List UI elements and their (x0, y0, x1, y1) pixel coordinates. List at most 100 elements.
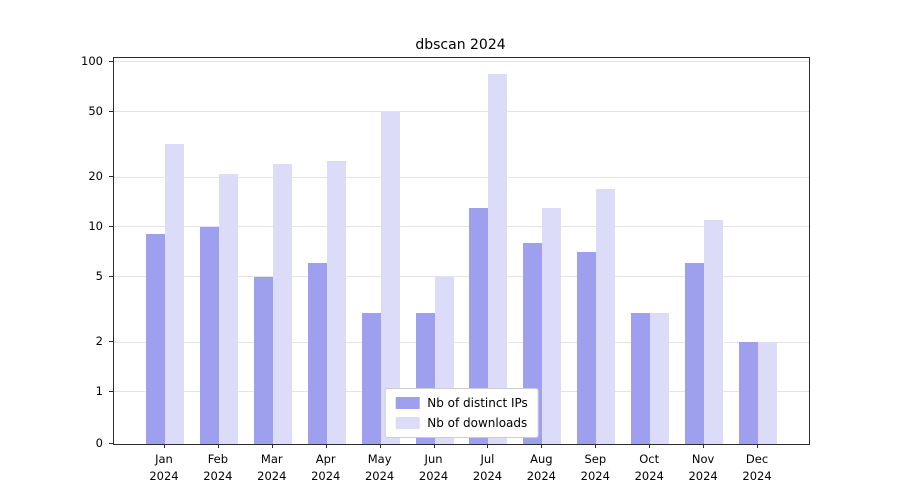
bar-distinct-ips-jan (145, 234, 165, 444)
gridline-y-50 (114, 111, 809, 113)
y-tick-mark-1 (109, 390, 113, 392)
x-tick-label-apr: Apr 2024 (291, 451, 361, 486)
x-tick-mark-jul (487, 444, 489, 448)
x-tick-month-jul: Jul (480, 452, 495, 466)
x-tick-year-dec: 2024 (742, 469, 772, 484)
x-tick-month-apr: Apr (315, 452, 336, 466)
x-tick-year-jul: 2024 (472, 469, 503, 484)
x-tick-month-jan: Jan (155, 452, 173, 466)
legend-label-downloads: Nb of downloads (427, 416, 528, 430)
bar-distinct-ips-sep (577, 252, 597, 444)
x-tick-label-oct: Oct 2024 (614, 451, 684, 486)
bar-downloads-jul (488, 74, 508, 444)
x-tick-label-jan: Jan 2024 (129, 451, 199, 486)
x-tick-mark-oct (649, 444, 651, 448)
x-tick-mark-may (379, 444, 381, 448)
y-tick-label-2: 2 (95, 334, 103, 349)
x-tick-year-nov: 2024 (688, 469, 718, 484)
x-tick-year-jun: 2024 (418, 469, 449, 484)
x-tick-mark-nov (703, 444, 705, 448)
y-tick-label-0: 0 (95, 436, 103, 450)
gridline-y-20 (114, 176, 809, 178)
legend: Nb of distinct IPs Nb of downloads (384, 388, 539, 438)
x-tick-label-feb: Feb 2024 (183, 451, 253, 486)
x-tick-mark-feb (217, 444, 219, 448)
gridline-y-100 (114, 61, 809, 63)
x-tick-year-oct: 2024 (634, 469, 664, 484)
bar-downloads-dec (758, 342, 778, 444)
x-tick-month-mar: Mar (260, 452, 283, 466)
x-tick-month-oct: Oct (639, 452, 660, 466)
y-tick-mark-10 (109, 225, 113, 227)
gridline-y-2 (114, 341, 809, 343)
bar-distinct-ips-jul (469, 208, 489, 444)
y-tick-mark-20 (109, 176, 113, 178)
x-tick-mark-sep (595, 444, 597, 448)
x-tick-month-feb: Feb (207, 452, 229, 466)
x-tick-month-jun: Jun (424, 452, 443, 466)
y-tick-mark-0 (109, 443, 113, 444)
gridline-y-10 (114, 226, 809, 228)
x-tick-label-jul: Jul 2024 (452, 451, 522, 486)
chart-title: dbscan 2024 (415, 37, 506, 53)
x-tick-mark-mar (271, 444, 273, 448)
bar-downloads-oct (650, 313, 670, 444)
bar-downloads-feb (218, 173, 238, 444)
y-tick-label-1: 1 (95, 383, 103, 398)
x-tick-year-aug: 2024 (526, 469, 557, 484)
x-tick-month-nov: Nov (691, 452, 715, 466)
gridline-y-5 (114, 276, 809, 278)
x-tick-mark-apr (325, 444, 327, 448)
legend-label-distinct-ips: Nb of distinct IPs (427, 396, 528, 410)
x-tick-label-jun: Jun 2024 (399, 451, 469, 486)
x-tick-year-sep: 2024 (580, 469, 610, 484)
bar-downloads-aug (542, 208, 562, 444)
y-tick-mark-100 (109, 60, 113, 62)
plot-area: Nb of distinct IPs Nb of downloads (113, 57, 810, 445)
y-tick-label-100: 100 (81, 53, 103, 68)
legend-item-distinct-ips: Nb of distinct IPs (395, 396, 528, 410)
x-tick-year-apr: 2024 (311, 469, 341, 484)
bar-distinct-ips-mar (253, 276, 273, 444)
bar-downloads-apr (326, 161, 346, 444)
x-tick-mark-jun (433, 444, 435, 448)
x-tick-label-mar: Mar 2024 (237, 451, 307, 486)
x-tick-label-sep: Sep 2024 (560, 451, 630, 486)
x-tick-mark-dec (757, 444, 759, 448)
bar-downloads-may (380, 111, 400, 444)
x-tick-label-dec: Dec 2024 (722, 451, 792, 486)
bar-distinct-ips-may (361, 313, 381, 444)
x-tick-label-aug: Aug 2024 (506, 451, 576, 486)
x-tick-month-may: May (367, 452, 392, 466)
bar-distinct-ips-apr (307, 263, 327, 444)
x-tick-label-may: May 2024 (345, 451, 415, 486)
legend-swatch-downloads (395, 417, 420, 429)
x-tick-mark-jan (163, 444, 165, 448)
x-tick-year-jan: 2024 (149, 469, 179, 484)
bar-distinct-ips-dec (739, 342, 759, 444)
y-tick-mark-5 (109, 275, 113, 277)
bar-distinct-ips-feb (199, 226, 219, 444)
x-tick-year-may: 2024 (364, 469, 395, 484)
bar-distinct-ips-oct (631, 313, 651, 444)
y-tick-mark-50 (109, 110, 113, 112)
x-tick-year-mar: 2024 (257, 469, 287, 484)
y-tick-label-5: 5 (95, 268, 103, 283)
x-tick-mark-aug (541, 444, 543, 448)
bar-downloads-mar (272, 164, 292, 444)
bar-distinct-ips-nov (685, 263, 705, 444)
y-tick-label-10: 10 (88, 218, 103, 233)
x-tick-year-feb: 2024 (203, 469, 233, 484)
x-tick-label-nov: Nov 2024 (668, 451, 738, 486)
x-tick-month-aug: Aug (530, 452, 553, 466)
bar-downloads-jan (164, 143, 184, 444)
legend-item-downloads: Nb of downloads (395, 416, 528, 430)
legend-swatch-distinct-ips (395, 397, 420, 409)
y-tick-mark-2 (109, 341, 113, 343)
bar-downloads-nov (704, 220, 724, 444)
x-tick-month-dec: Dec (745, 452, 769, 466)
y-tick-label-50: 50 (88, 103, 103, 118)
y-tick-label-20: 20 (88, 169, 103, 184)
x-tick-month-sep: Sep (584, 452, 607, 466)
